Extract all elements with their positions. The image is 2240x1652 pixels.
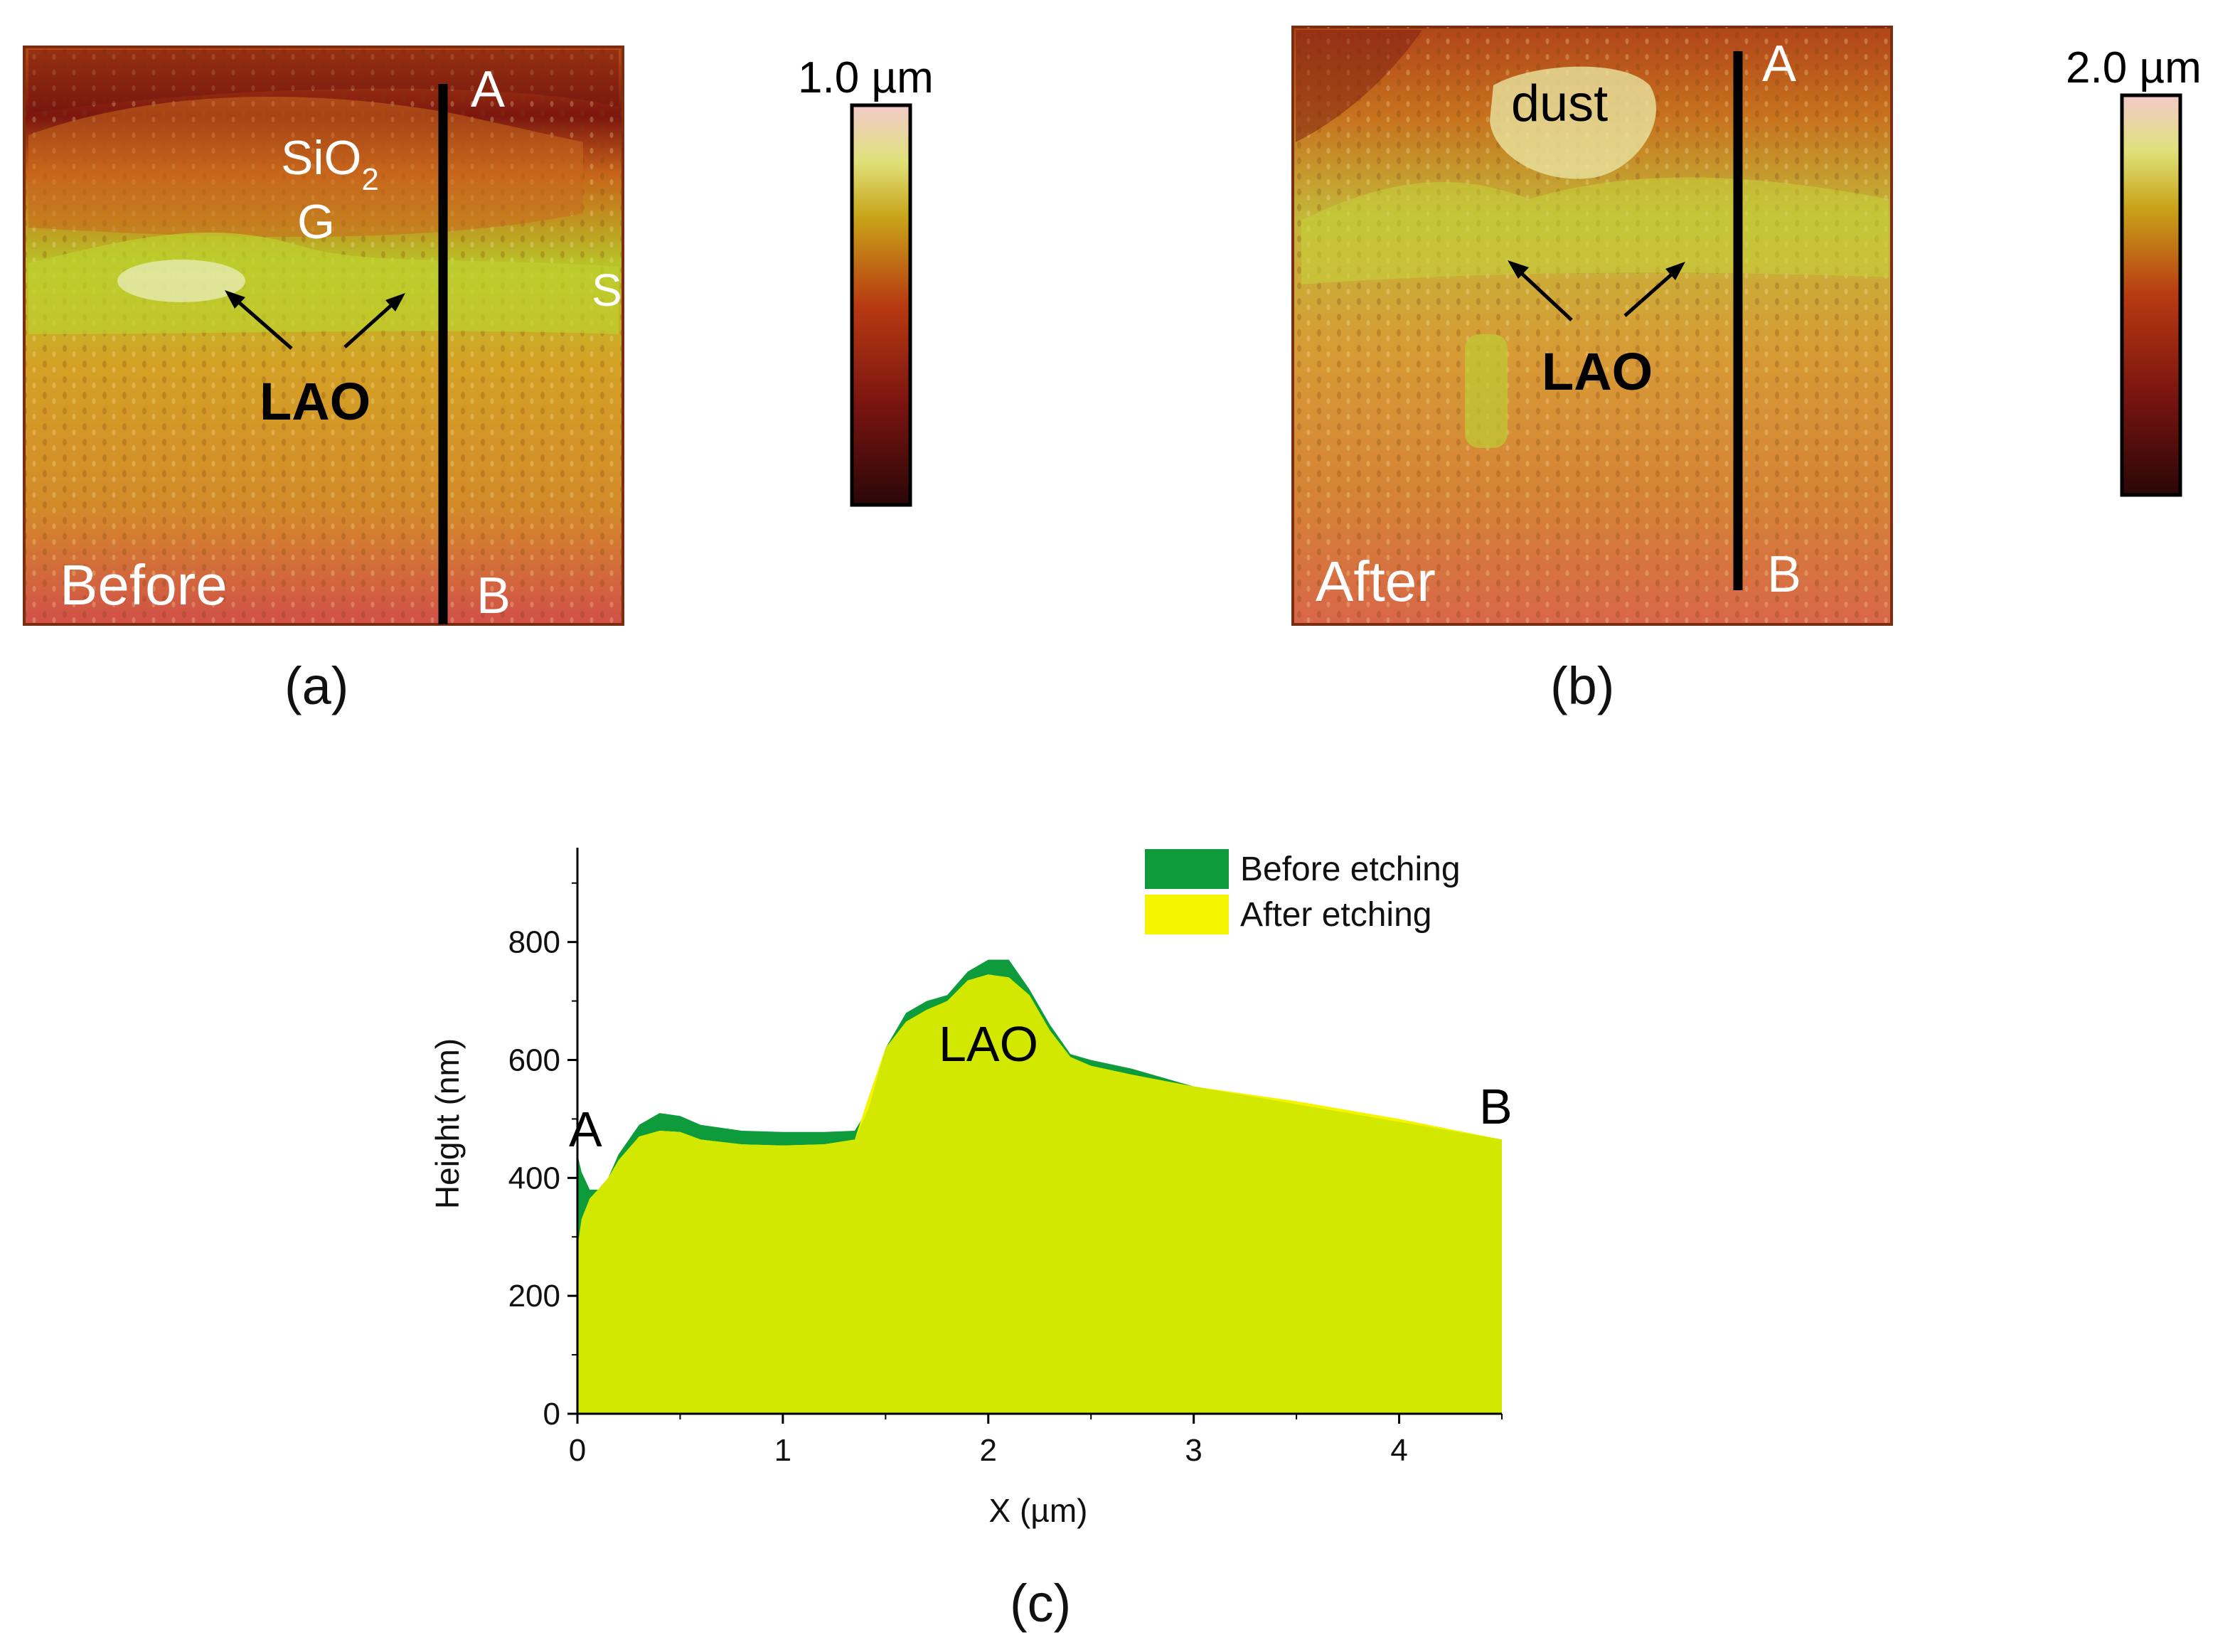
sio2-label: SiO2 xyxy=(281,131,379,197)
arrow-right-before xyxy=(343,301,396,348)
y-tick-label: 400 xyxy=(508,1161,560,1195)
lao-label-after: LAO xyxy=(1542,342,1653,401)
y-tick-label: 0 xyxy=(543,1397,560,1432)
panel-c: 0 1 2 3 4 0 200 400 600 800 Before etching After … xyxy=(429,848,1513,1633)
profile-end-label: B xyxy=(1479,1079,1513,1134)
dust-label: dust xyxy=(1511,75,1608,132)
legend-swatch-before xyxy=(1145,849,1229,889)
y-tick-label: 600 xyxy=(508,1043,560,1078)
profile-start-label: A xyxy=(569,1102,602,1157)
arrow-right-after-head xyxy=(1665,262,1685,280)
caption-c: (c) xyxy=(1010,1574,1071,1633)
legend: Before etching After etching xyxy=(1145,849,1461,934)
arrow-left-before-head xyxy=(225,290,245,309)
colorbar-after xyxy=(2120,93,2182,497)
x-axis-title: X (µm) xyxy=(989,1492,1088,1529)
colorbar-after-max: 2.0 µm xyxy=(2066,43,2202,92)
legend-label-after: After etching xyxy=(1240,896,1431,934)
profile-lao-label: LAO xyxy=(939,1016,1038,1072)
x-tick-label: 4 xyxy=(1390,1433,1407,1468)
point-a-label-after: A xyxy=(1762,36,1796,92)
caption-b: (b) xyxy=(1550,656,1614,715)
point-a-label: A xyxy=(471,61,505,118)
dust-particle xyxy=(1490,66,1656,179)
point-b-label-after: B xyxy=(1767,546,1801,603)
graphene-label: G xyxy=(297,195,335,249)
arrow-right-after xyxy=(1623,270,1676,317)
x-tick-label: 0 xyxy=(569,1433,586,1468)
after-label: After xyxy=(1316,550,1436,613)
lao-label-before: LAO xyxy=(260,372,370,431)
panel-b: A B dust LAO After 2.0 µm (b) xyxy=(1291,26,2202,715)
lao-bright-spot xyxy=(117,260,245,302)
panel-a: A B SiO2 G S LAO Before 1.0 µm (a) xyxy=(23,46,934,715)
point-b-label: B xyxy=(476,567,511,624)
x-tick-label: 3 xyxy=(1185,1433,1202,1468)
caption-a: (a) xyxy=(284,656,348,715)
lao-fragment xyxy=(1465,334,1508,448)
sio2-subscript: 2 xyxy=(361,162,378,197)
dark-top-after xyxy=(1296,30,1422,142)
y-tick-label: 200 xyxy=(508,1279,560,1313)
x-tick-label: 2 xyxy=(980,1433,997,1468)
profile-chart: 0 1 2 3 4 0 200 400 600 800 xyxy=(508,848,1503,1468)
arrow-left-after xyxy=(1517,269,1573,321)
axes: 0 1 2 3 4 0 200 400 600 800 xyxy=(508,848,1503,1468)
arrow-right-before-head xyxy=(385,293,405,311)
arrow-left-after-head xyxy=(1508,260,1529,279)
series-overlap-area xyxy=(577,974,1502,1414)
dark-top-band xyxy=(28,50,619,114)
substrate-label: S xyxy=(592,265,622,316)
lao-ridge-after xyxy=(1301,177,1889,284)
colorbar-before-max: 1.0 µm xyxy=(798,53,934,102)
lao-ridge-before xyxy=(28,232,619,334)
before-label: Before xyxy=(60,553,228,617)
x-tick-label: 1 xyxy=(774,1433,791,1468)
arrow-left-before xyxy=(233,297,293,350)
colorbar-before xyxy=(850,103,912,507)
legend-swatch-after xyxy=(1145,895,1229,934)
y-axis-title: Height (nm) xyxy=(429,1038,466,1209)
legend-label-before: Before etching xyxy=(1240,851,1461,888)
sio2-main: SiO xyxy=(281,131,361,185)
y-tick-label: 800 xyxy=(508,925,560,960)
